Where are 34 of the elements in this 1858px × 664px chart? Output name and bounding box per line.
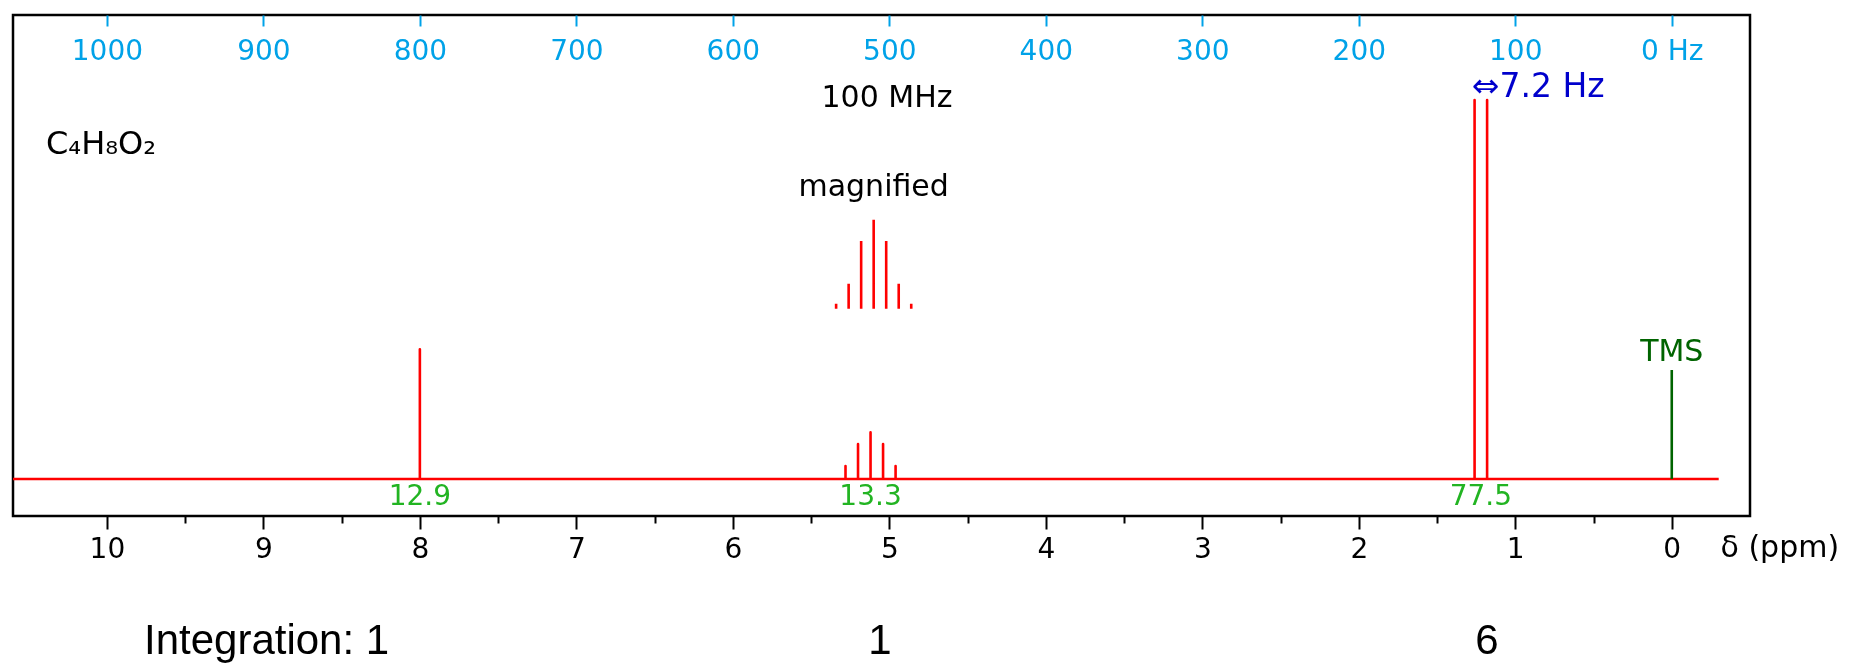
series-label: magnified [798, 167, 949, 203]
text: 1 [868, 616, 892, 663]
annotation: ⇔7.2 Hz [1471, 66, 1605, 105]
x2-tick-label: 300 [1176, 33, 1230, 67]
x-tick-label: 6 [724, 531, 743, 565]
annotation: C₄H₈O₂ [46, 124, 157, 162]
x2-tick-label: 800 [393, 33, 448, 67]
x-tick-label: 2 [1350, 531, 1369, 565]
x2-tick-label: 500 [863, 33, 917, 67]
text: Integration: 1 [144, 616, 390, 663]
x-tick-label: 7 [567, 531, 586, 565]
x2-tick-label: 700 [550, 33, 604, 67]
x-axis-title: δ (ppm) [1720, 528, 1840, 564]
x2-tick-label: 400 [1019, 33, 1074, 67]
x2-tick-label: 100 [1489, 33, 1543, 67]
x-tick-label: 4 [1037, 531, 1056, 565]
x-tick-label: 10 [89, 531, 126, 565]
x-tick-label: 1 [1506, 531, 1525, 565]
annotation: 100 MHz [821, 79, 953, 114]
x-tick-label: 5 [880, 531, 899, 565]
x2-tick-label: 1000 [71, 33, 144, 67]
x-tick-label: 9 [254, 531, 273, 565]
annotation: 13.3 [839, 478, 902, 512]
series-label: TMS [1639, 332, 1704, 368]
x-tick-label: 3 [1193, 531, 1212, 565]
annotation: 12.9 [388, 478, 452, 512]
x2-tick-label: 900 [237, 33, 291, 67]
x-tick-label: 0 [1663, 531, 1682, 565]
x2-tick-label: 600 [706, 33, 761, 67]
x2-tick-label: 200 [1332, 33, 1387, 67]
x-tick-label: 8 [411, 531, 430, 565]
x2-tick-label: 0 Hz [1641, 33, 1704, 67]
text: 6 [1475, 616, 1499, 663]
annotation: 77.5 [1449, 478, 1513, 512]
